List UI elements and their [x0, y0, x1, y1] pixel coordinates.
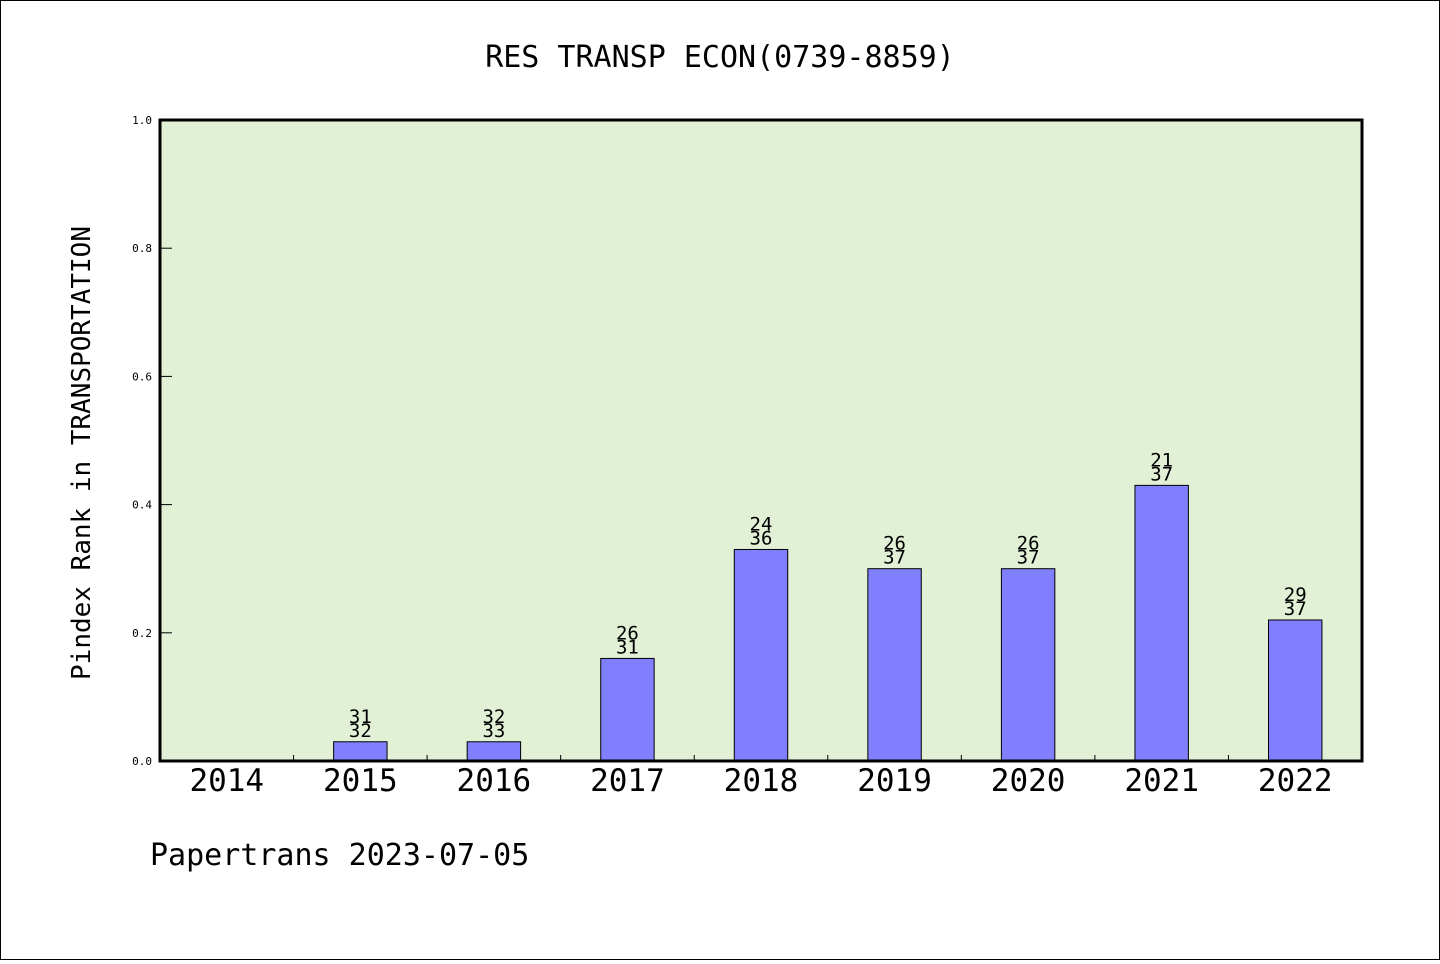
bar-total-label: 31	[616, 636, 639, 658]
bar-total-label: 33	[482, 720, 505, 742]
bar-total-label: 37	[1017, 547, 1040, 569]
y-axis-ticks: 0.0 0.2 0.4 0.6 0.8 1.0	[132, 114, 172, 768]
y-tick-label: 0.6	[132, 370, 152, 383]
bar-rank-label: 24	[750, 513, 773, 535]
y-tick-label: 0.0	[132, 755, 152, 768]
bar-rank-label: 26	[883, 533, 906, 555]
footer-text: Papertrans 2023-07-05	[150, 838, 529, 873]
plot-border	[158, 118, 1364, 763]
bar-rank-label: 29	[1284, 584, 1307, 606]
bar-rank-label: 21	[1150, 449, 1173, 471]
x-tick-label: 2016	[457, 763, 532, 799]
bar	[1268, 619, 1323, 762]
x-tick-label: 2014	[189, 763, 264, 799]
bar	[466, 741, 522, 762]
x-tick-label: 2021	[1124, 763, 1199, 799]
bar-rank-label: 31	[349, 706, 372, 728]
bar	[867, 568, 922, 762]
x-tick-label: 2018	[724, 763, 799, 799]
x-tick-label: 2020	[991, 763, 1066, 799]
bar	[1134, 484, 1189, 762]
x-tick-label: 2015	[323, 763, 398, 799]
bar-total-label: 37	[883, 547, 906, 569]
bar	[333, 741, 388, 762]
x-tick-label: 2017	[590, 763, 665, 799]
x-tick-label: 2022	[1258, 763, 1333, 799]
bar-rank-label: 26	[616, 622, 639, 644]
chart-title: RES TRANSP ECON(0739-8859)	[485, 40, 955, 75]
y-tick-label: 0.4	[132, 499, 152, 512]
bar	[733, 548, 789, 762]
bar-total-label: 37	[1284, 598, 1307, 620]
x-tick-label: 2019	[857, 763, 932, 799]
bar-total-label: 36	[750, 527, 773, 549]
bar-total-label: 32	[349, 720, 372, 742]
bar-total-label: 37	[1150, 463, 1173, 485]
y-axis-label: Pindex Rank in TRANSPORTATION	[67, 226, 97, 680]
bar	[1000, 568, 1056, 762]
y-tick-label: 0.8	[132, 242, 152, 255]
x-axis-ticks: 2014 2015 2016 2017 2018 2019 2020 2021 2022	[189, 755, 1333, 799]
bar-rank-label: 26	[1017, 533, 1040, 555]
y-tick-label: 1.0	[132, 114, 152, 127]
bar-rank-label: 32	[482, 706, 505, 728]
bar	[600, 657, 655, 762]
y-tick-label: 0.2	[132, 627, 152, 640]
